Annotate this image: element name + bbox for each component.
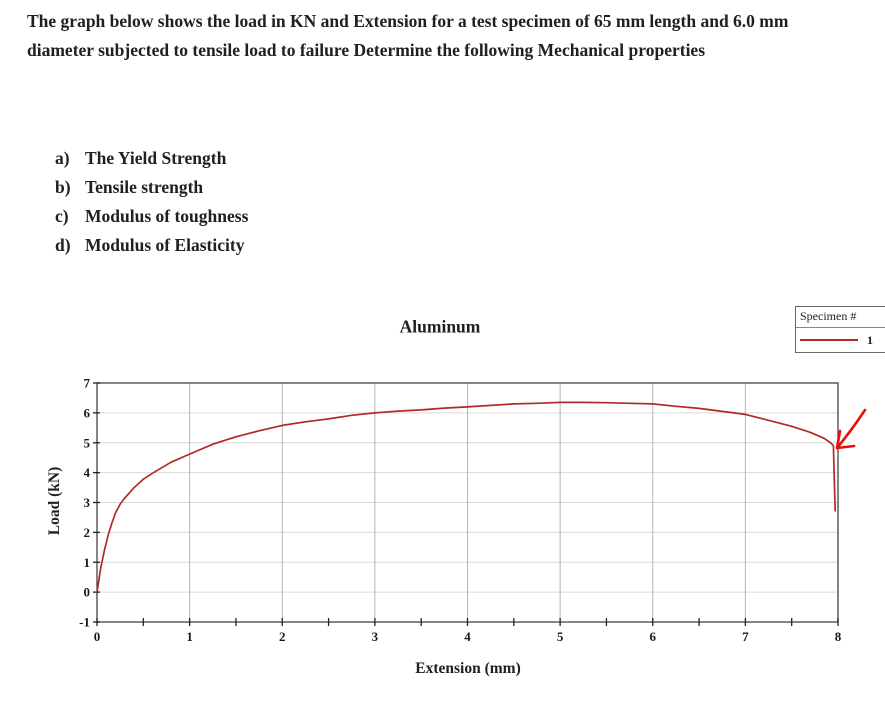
question-label: b) [55, 177, 71, 197]
question-label: d) [55, 235, 71, 255]
problem-statement: The graph below shows the load in KN and… [27, 11, 789, 60]
x-tick-label: 0 [94, 629, 101, 644]
question-list: a) The Yield Strength b) Tensile strengt… [55, 144, 248, 260]
y-tick-label: 0 [84, 585, 91, 600]
question-item: d) Modulus of Elasticity [55, 231, 248, 260]
y-tick-label: 3 [84, 495, 91, 510]
x-tick-label: 6 [650, 629, 657, 644]
question-label: c) [55, 206, 69, 226]
question-item: a) The Yield Strength [55, 144, 248, 173]
x-tick-label: 7 [742, 629, 749, 644]
legend-entry-label: 1 [867, 332, 873, 347]
legend-title: Specimen # [796, 307, 885, 328]
question-text: Modulus of toughness [85, 206, 249, 226]
y-tick-label: 7 [84, 376, 91, 391]
y-tick-label: 2 [84, 525, 91, 540]
y-tick-label: 6 [84, 405, 91, 420]
legend-line-swatch [800, 339, 858, 341]
legend-entry: 1 [796, 328, 885, 352]
y-tick-label: -1 [79, 615, 90, 630]
question-item: b) Tensile strength [55, 173, 248, 202]
x-tick-label: 3 [372, 629, 379, 644]
load-extension-chart: -1 0 1 2 3 4 5 6 7 0 1 2 3 4 5 6 7 8 [79, 376, 867, 644]
fracture-arrow-annotation [835, 408, 867, 450]
y-tick-label: 5 [84, 435, 91, 450]
x-tick-label: 2 [279, 629, 286, 644]
x-axis-label: Extension (mm) [415, 660, 521, 677]
question-text: Modulus of Elasticity [85, 235, 245, 255]
question-text: The Yield Strength [85, 148, 227, 168]
question-label: a) [55, 148, 70, 168]
y-tick-label: 4 [84, 465, 91, 480]
chart-title: Aluminum [399, 316, 481, 337]
x-tick-label: 1 [186, 629, 193, 644]
question-item: c) Modulus of toughness [55, 202, 248, 231]
load-extension-curve [96, 401, 837, 593]
question-text: Tensile strength [85, 177, 204, 197]
x-tick-label: 4 [464, 629, 471, 644]
x-tick-label: 5 [557, 629, 564, 644]
legend: Specimen # 1 [795, 306, 885, 353]
y-tick-label: 1 [84, 555, 91, 570]
x-tick-label: 8 [835, 629, 842, 644]
